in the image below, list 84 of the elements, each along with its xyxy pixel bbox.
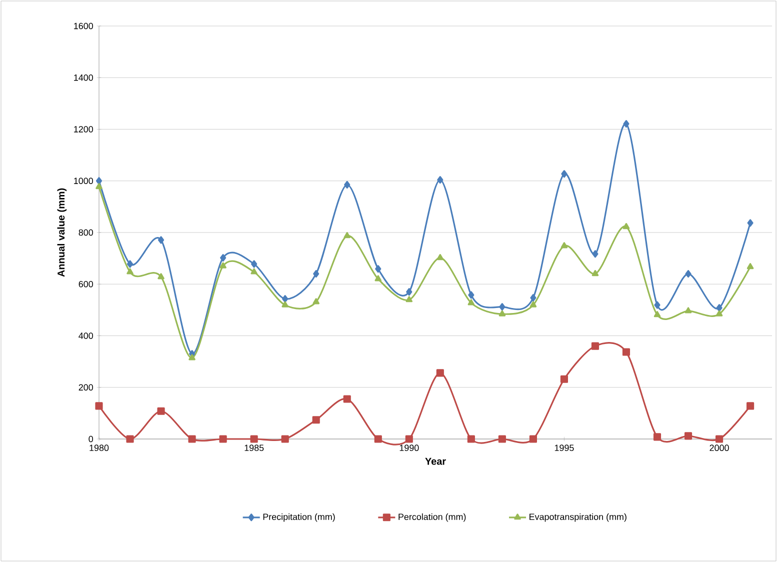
point xyxy=(220,254,226,262)
point xyxy=(374,435,382,443)
point xyxy=(95,402,103,410)
point xyxy=(220,262,226,268)
point xyxy=(157,407,165,415)
point xyxy=(219,435,227,443)
point xyxy=(592,270,599,276)
point xyxy=(530,294,536,302)
point xyxy=(251,260,258,268)
legend-label: Percolation (mm) xyxy=(398,513,466,522)
point xyxy=(685,270,692,278)
x-tick-label: 1980 xyxy=(90,444,109,451)
point xyxy=(530,301,537,308)
point xyxy=(374,275,382,282)
point xyxy=(746,263,754,270)
point xyxy=(250,435,258,443)
y-tick-label: 800 xyxy=(78,229,94,236)
point xyxy=(467,435,475,443)
point xyxy=(405,435,413,443)
point xyxy=(716,310,723,316)
point xyxy=(312,298,320,304)
point xyxy=(622,348,630,356)
point xyxy=(375,265,382,273)
point xyxy=(282,301,288,308)
y-tick-label: 1600 xyxy=(74,22,94,30)
point xyxy=(622,223,630,230)
point xyxy=(468,291,474,299)
point xyxy=(529,435,537,443)
point xyxy=(684,432,692,440)
point xyxy=(498,310,506,316)
y-tick-label: 400 xyxy=(78,332,94,339)
point xyxy=(344,180,350,189)
point xyxy=(312,416,320,424)
point xyxy=(716,304,722,312)
point xyxy=(96,177,102,185)
point xyxy=(560,375,568,383)
point xyxy=(623,120,630,128)
point xyxy=(282,295,288,303)
point xyxy=(468,299,475,306)
x-tick-label: 1995 xyxy=(554,444,574,451)
y-axis-title: Annual value (mm) xyxy=(57,188,67,277)
point xyxy=(126,260,134,268)
point xyxy=(281,435,289,443)
point xyxy=(654,311,661,318)
point xyxy=(344,232,351,238)
point xyxy=(188,435,196,443)
point xyxy=(747,219,754,227)
point xyxy=(126,435,134,443)
x-axis-title: Year xyxy=(425,458,446,465)
point xyxy=(158,236,164,244)
point xyxy=(592,250,598,258)
point xyxy=(715,435,724,443)
point xyxy=(653,433,662,441)
point xyxy=(436,369,444,377)
point xyxy=(560,242,568,248)
point xyxy=(499,303,506,311)
legend-label: Precipitation (mm) xyxy=(263,513,335,522)
point xyxy=(654,301,660,309)
y-tick-label: 0 xyxy=(88,436,94,442)
x-tick-label: 1985 xyxy=(244,444,264,451)
point xyxy=(158,273,164,280)
point xyxy=(313,270,320,278)
point xyxy=(188,354,196,360)
point xyxy=(406,288,412,296)
point xyxy=(498,435,506,443)
point xyxy=(436,254,444,260)
point xyxy=(561,170,568,178)
point xyxy=(126,268,134,274)
legend-label: Evapotranspiration (mm) xyxy=(530,513,626,522)
x-tick-label: 2000 xyxy=(710,444,729,451)
y-tick-label: 200 xyxy=(78,384,94,391)
point xyxy=(684,307,692,314)
point xyxy=(343,395,351,403)
y-tick-label: 600 xyxy=(78,280,94,288)
point xyxy=(591,342,600,350)
point xyxy=(437,176,444,184)
y-tick-label: 1400 xyxy=(74,74,94,81)
point xyxy=(96,183,102,190)
point xyxy=(250,268,258,274)
point xyxy=(406,296,413,302)
x-tick-label: 1990 xyxy=(400,444,419,451)
y-tick-label: 1000 xyxy=(74,178,94,184)
y-tick-label: 1200 xyxy=(74,126,94,132)
point xyxy=(746,402,754,410)
